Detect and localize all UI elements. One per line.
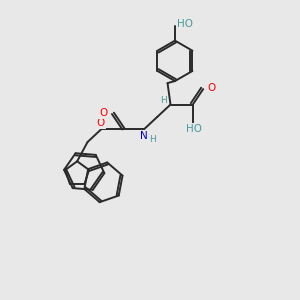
Text: N: N bbox=[140, 131, 148, 141]
Text: O: O bbox=[96, 118, 104, 128]
Text: HO: HO bbox=[186, 124, 202, 134]
Text: H: H bbox=[160, 96, 167, 105]
Text: HO: HO bbox=[177, 19, 194, 29]
Text: O: O bbox=[207, 82, 216, 93]
Text: O: O bbox=[100, 108, 108, 118]
Text: H: H bbox=[149, 135, 156, 144]
